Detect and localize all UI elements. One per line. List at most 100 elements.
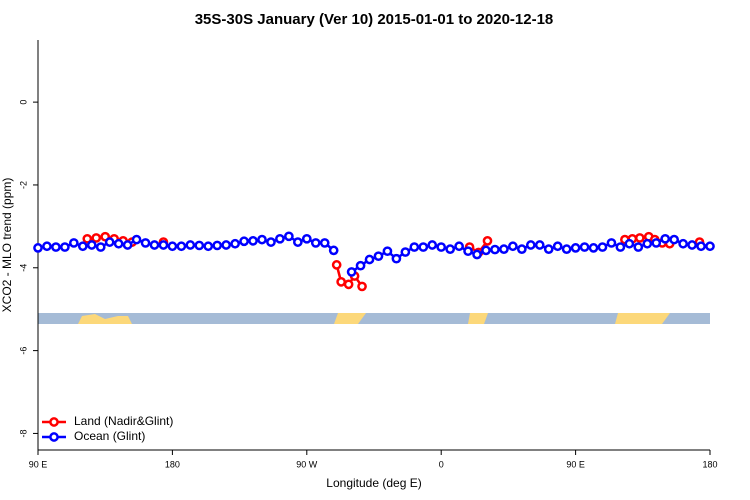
data-point bbox=[445, 244, 456, 254]
data-point bbox=[678, 238, 688, 249]
legend-label: Land (Nadir&Glint) bbox=[74, 414, 173, 428]
data-point bbox=[122, 240, 133, 250]
x-tick-label: 180 bbox=[702, 459, 717, 469]
data-point bbox=[615, 242, 626, 252]
data-point bbox=[481, 245, 491, 256]
data-point bbox=[331, 260, 342, 270]
data-point bbox=[185, 240, 196, 250]
data-point bbox=[319, 238, 330, 248]
data-point bbox=[149, 240, 160, 250]
y-tick-label: -2 bbox=[18, 181, 28, 189]
data-point bbox=[86, 240, 97, 250]
data-point bbox=[427, 240, 438, 250]
data-point bbox=[203, 241, 214, 252]
data-point bbox=[454, 241, 464, 252]
data-point bbox=[579, 242, 590, 252]
data-point bbox=[301, 233, 312, 244]
data-point bbox=[391, 253, 402, 264]
y-tick-label: -8 bbox=[18, 429, 28, 437]
y-axis-label: XCO2 - MLO trend (ppm) bbox=[0, 178, 14, 313]
data-point bbox=[82, 233, 93, 244]
data-point bbox=[284, 231, 294, 242]
data-point bbox=[95, 242, 106, 252]
data-point bbox=[508, 241, 518, 252]
data-point bbox=[687, 240, 697, 250]
data-point bbox=[588, 243, 599, 253]
data-point bbox=[499, 244, 509, 254]
data-point bbox=[364, 254, 375, 265]
x-tick-label: 0 bbox=[439, 459, 444, 469]
data-point bbox=[482, 236, 493, 246]
data-point bbox=[131, 234, 142, 245]
data-point bbox=[275, 233, 285, 244]
data-point bbox=[221, 240, 232, 250]
data-point bbox=[516, 244, 527, 254]
data-point bbox=[239, 236, 249, 247]
data-point bbox=[42, 241, 52, 252]
data-point bbox=[257, 234, 267, 245]
data-point bbox=[248, 236, 258, 246]
data-point bbox=[355, 260, 366, 271]
data-point bbox=[534, 240, 545, 250]
data-point bbox=[230, 238, 240, 249]
data-point bbox=[436, 242, 447, 252]
y-tick-label: 0 bbox=[18, 100, 28, 105]
data-point bbox=[463, 246, 473, 257]
data-point bbox=[561, 244, 572, 254]
x-axis-label: Longitude (deg E) bbox=[326, 476, 421, 490]
data-point bbox=[669, 234, 680, 245]
data-point bbox=[552, 241, 563, 252]
data-point bbox=[194, 240, 205, 251]
data-point bbox=[113, 238, 124, 249]
data-point bbox=[382, 246, 393, 257]
data-point bbox=[158, 240, 169, 250]
data-point bbox=[570, 243, 581, 253]
data-point bbox=[60, 242, 70, 252]
data-point bbox=[51, 242, 61, 252]
data-point bbox=[418, 242, 429, 252]
chart-title: 35S-30S January (Ver 10) 2015-01-01 to 2… bbox=[195, 11, 554, 28]
land-strip bbox=[38, 313, 710, 324]
data-point bbox=[490, 244, 500, 255]
data-point bbox=[634, 233, 645, 243]
data-point bbox=[77, 241, 88, 252]
legend-marker bbox=[49, 417, 59, 427]
data-point bbox=[140, 238, 151, 248]
data-point bbox=[543, 244, 554, 254]
data-point bbox=[597, 242, 608, 252]
data-point bbox=[328, 245, 339, 256]
data-point bbox=[660, 233, 671, 244]
x-tick-label: 90 E bbox=[566, 459, 585, 469]
data-point bbox=[373, 251, 384, 262]
data-point bbox=[633, 242, 644, 252]
data-point bbox=[472, 249, 482, 260]
data-point bbox=[409, 242, 420, 252]
x-tick-label: 90 W bbox=[296, 459, 318, 469]
data-point bbox=[336, 277, 346, 287]
data-point bbox=[91, 233, 102, 243]
data-point bbox=[606, 238, 617, 248]
x-tick-label: 90 E bbox=[29, 459, 48, 469]
y-tick-label: -6 bbox=[18, 347, 28, 355]
data-point bbox=[167, 241, 178, 252]
legend-marker bbox=[49, 432, 59, 442]
data-point bbox=[310, 238, 321, 248]
x-tick-label: 180 bbox=[165, 459, 180, 469]
data-point bbox=[357, 281, 367, 292]
legend-label: Ocean (Glint) bbox=[74, 429, 145, 443]
data-point bbox=[346, 267, 357, 277]
data-point bbox=[642, 238, 653, 249]
data-point bbox=[33, 243, 43, 253]
data-point bbox=[651, 238, 662, 248]
data-point bbox=[343, 279, 354, 290]
data-point bbox=[292, 237, 303, 247]
data-point bbox=[400, 247, 411, 257]
data-point bbox=[104, 237, 115, 247]
data-point bbox=[624, 238, 635, 249]
data-point bbox=[176, 241, 187, 252]
data-point bbox=[266, 237, 276, 247]
data-point bbox=[696, 241, 706, 252]
data-point bbox=[525, 240, 536, 250]
data-point bbox=[68, 238, 79, 248]
